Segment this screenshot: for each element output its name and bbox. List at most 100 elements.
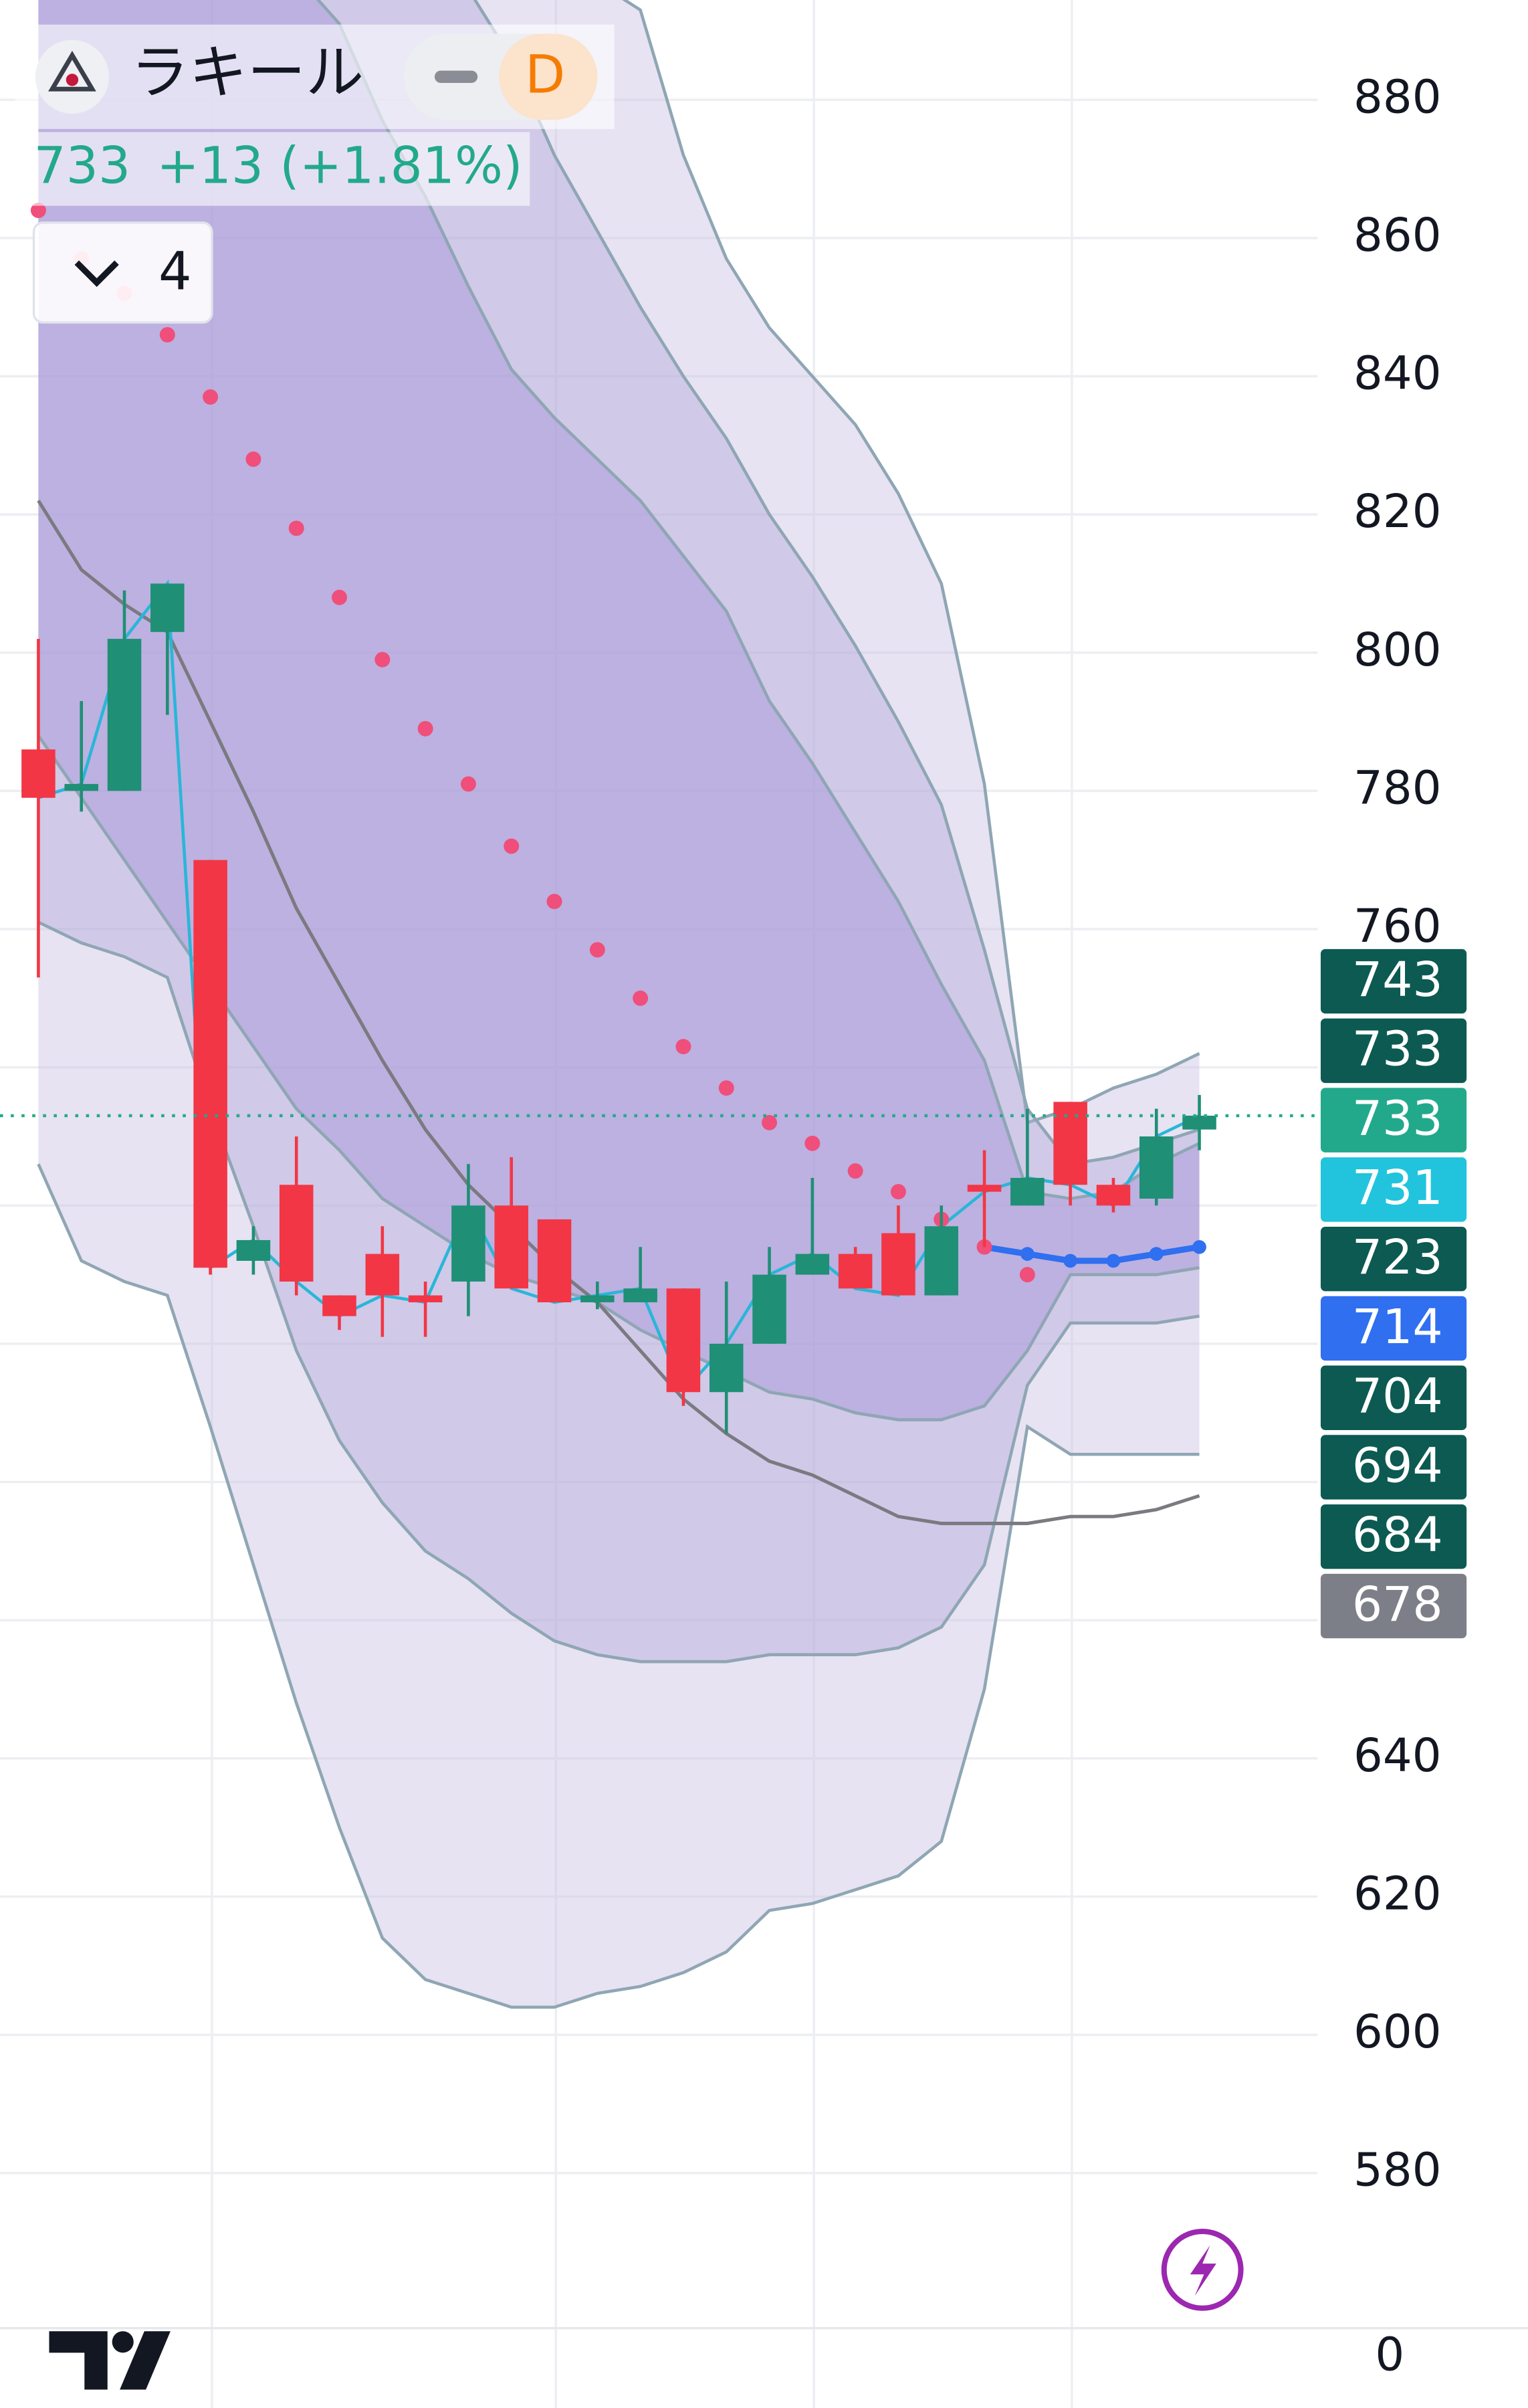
sar-dot — [288, 520, 304, 536]
y-tick-label: 580 — [1353, 2144, 1441, 2197]
candle-body — [193, 860, 227, 1268]
y-tick-label: 880 — [1353, 70, 1441, 124]
symbol-logo[interactable] — [35, 39, 110, 114]
y-tick-label: 620 — [1353, 1867, 1441, 1920]
sar-dot — [203, 389, 219, 405]
price-label-box — [1320, 1088, 1467, 1152]
candle-body — [408, 1295, 443, 1302]
sar-dot — [245, 452, 261, 467]
sar-dot — [504, 838, 520, 854]
candle-body — [1010, 1177, 1045, 1206]
candle-body — [107, 639, 142, 791]
sar-dot — [762, 1114, 778, 1130]
sar-dot — [1019, 1267, 1035, 1283]
chevron-icon — [74, 260, 119, 287]
legend-header: ラキール D 733 +13 (+1.81%) 4 — [15, 24, 615, 324]
y-tick-label: 760 — [1353, 900, 1441, 953]
price-labels: 743 733 733 731 723 714 704 694 684 678 — [1320, 948, 1467, 1639]
candle-body — [967, 1185, 1002, 1192]
sar-dot — [159, 327, 175, 342]
y-tick-label: 640 — [1353, 1729, 1441, 1783]
sar-dot — [890, 1184, 906, 1200]
indicator-point — [1020, 1247, 1034, 1261]
y-tick-label: 860 — [1353, 209, 1441, 262]
band-fill — [38, 0, 1200, 1420]
sar-dot — [718, 1080, 734, 1096]
candle-body — [623, 1288, 657, 1302]
interval-bg — [499, 33, 598, 120]
logo-dot — [66, 74, 79, 86]
price-row-bg — [15, 132, 530, 206]
price-label-box — [1320, 1157, 1467, 1222]
price-label: 743 — [1352, 952, 1443, 1007]
price-label-box — [1320, 1296, 1467, 1361]
sar-dot — [417, 720, 433, 736]
sar-dot — [589, 942, 605, 958]
price-label-box — [1320, 1018, 1467, 1084]
candle-body — [795, 1253, 830, 1275]
volume-tick-label: 0 — [1375, 2328, 1404, 2381]
sar-dot — [675, 1039, 691, 1055]
lightning-icon — [1190, 2245, 1216, 2296]
last-price: 733 — [34, 136, 131, 195]
candle-body — [1096, 1185, 1131, 1206]
candle-body — [236, 1239, 271, 1261]
interval-label[interactable]: D — [525, 45, 565, 106]
candle-body — [494, 1205, 528, 1289]
indicator-point — [1192, 1239, 1206, 1254]
candle-body — [64, 784, 98, 791]
sar-dot — [374, 651, 391, 668]
logo-part — [120, 2331, 171, 2390]
sar-dot — [30, 203, 46, 219]
status-dash — [434, 70, 478, 83]
price-label: 733 — [1352, 1090, 1443, 1146]
candle-body — [709, 1343, 744, 1393]
logo-mark — [48, 50, 96, 92]
indicator-point — [1106, 1253, 1121, 1268]
candle-body — [1182, 1115, 1216, 1130]
indicators-toggle[interactable] — [32, 221, 213, 324]
indicator-line — [37, 500, 1200, 1526]
band-lower — [37, 1163, 1200, 2009]
candle-body — [537, 1219, 572, 1302]
candle-body — [580, 1295, 615, 1302]
sar-dot — [332, 589, 348, 605]
price-label: 684 — [1352, 1507, 1443, 1563]
price-label-box — [1320, 948, 1467, 1014]
sar-dot — [804, 1135, 821, 1151]
y-tick-label: 600 — [1353, 2005, 1441, 2059]
indicator-count[interactable]: 4 — [158, 241, 192, 302]
price-label: 731 — [1352, 1160, 1443, 1215]
candle-body — [322, 1295, 356, 1316]
candle-body — [365, 1253, 400, 1296]
y-tick-label: 840 — [1353, 347, 1441, 401]
indicator-line — [984, 1243, 1200, 1264]
price-label: 733 — [1352, 1021, 1443, 1077]
price-label: 694 — [1352, 1437, 1443, 1493]
band-upper — [473, 0, 1200, 1166]
y-tick-label: 820 — [1353, 485, 1441, 538]
band-upper — [622, 0, 1200, 1125]
price-label: 714 — [1352, 1299, 1443, 1354]
sar-dot — [460, 776, 476, 792]
price-label-box — [1320, 1573, 1467, 1639]
sar-dot — [546, 894, 562, 910]
symbol-title[interactable]: ラキール — [130, 39, 364, 107]
price-label-box — [1320, 1365, 1467, 1430]
candle-body — [838, 1253, 873, 1289]
logo-part — [112, 2331, 134, 2353]
candle-body — [150, 583, 185, 632]
grid — [0, 98, 1318, 2175]
quick-action[interactable] — [1161, 2228, 1244, 2311]
y-tick-label: 780 — [1353, 761, 1441, 815]
candle-body — [881, 1233, 915, 1296]
plot-area — [0, 0, 1318, 2009]
candle-body — [21, 749, 56, 798]
price-label: 678 — [1352, 1577, 1443, 1632]
candle-body — [666, 1288, 701, 1393]
y-tick-label: 800 — [1353, 623, 1441, 677]
brand-logo[interactable] — [49, 2331, 171, 2390]
